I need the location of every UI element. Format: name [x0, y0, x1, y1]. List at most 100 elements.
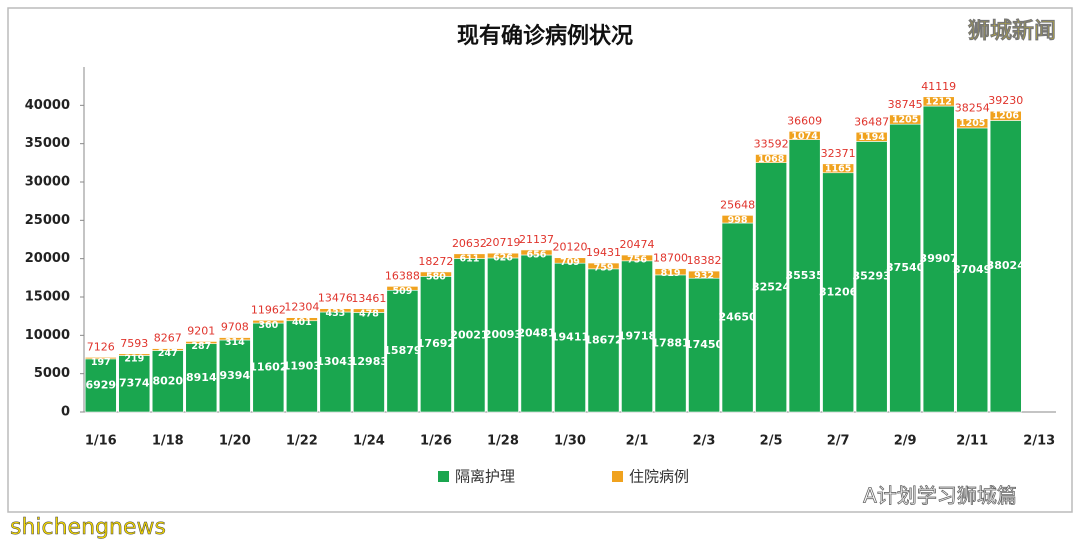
- value-label: 709: [560, 257, 580, 268]
- y-tick-label: 35000: [25, 136, 70, 151]
- bar-segment: [353, 312, 385, 413]
- bar-segment: [922, 105, 955, 413]
- bar-segment: [118, 355, 151, 413]
- bar-segment: [487, 257, 519, 413]
- value-label: 15879: [383, 344, 421, 357]
- total-label: 7126: [87, 340, 115, 353]
- x-tick-label: 2/7: [827, 434, 850, 449]
- bar-segment: [453, 253, 486, 259]
- value-label: 478: [359, 308, 379, 319]
- x-tick-label: 1/20: [219, 434, 251, 449]
- x-tick-label: 1/28: [487, 434, 519, 449]
- bar-segment: [487, 252, 519, 259]
- value-label: 1194: [858, 132, 885, 143]
- x-tick-label: 1/26: [420, 434, 452, 449]
- bar-segment: [185, 341, 218, 344]
- x-tick-label: 2/1: [626, 434, 649, 449]
- total-label: 38745: [888, 98, 923, 111]
- value-label: 31206: [819, 285, 858, 298]
- value-label: 11903: [283, 359, 321, 372]
- bar-segment: [386, 286, 419, 291]
- bar-segment: [822, 163, 855, 174]
- bar-segment: [118, 353, 151, 356]
- value-label: 37540: [886, 261, 925, 274]
- total-label: 20474: [620, 238, 655, 251]
- value-label: 18672: [584, 333, 622, 346]
- x-tick-label: 1/18: [152, 434, 184, 449]
- bar-segment: [688, 270, 720, 279]
- value-label: 580: [426, 271, 446, 282]
- total-label: 36487: [854, 115, 889, 128]
- bar-segment: [621, 260, 653, 413]
- x-tick-label: 2/11: [956, 434, 988, 449]
- value-label: 17450: [685, 338, 724, 351]
- total-label: 9201: [187, 324, 215, 337]
- total-label: 39230: [988, 94, 1023, 107]
- total-label: 9708: [221, 321, 249, 334]
- x-tick-label: 2/9: [894, 434, 917, 449]
- bar-segment: [386, 289, 419, 413]
- x-tick-label: 2/3: [693, 434, 716, 449]
- bar-segment: [755, 154, 787, 163]
- y-tick-label: 5000: [34, 366, 70, 381]
- total-label: 25648: [720, 198, 755, 211]
- total-label: 38254: [955, 102, 990, 115]
- bar-segment: [956, 127, 989, 413]
- x-tick-label: 2/5: [760, 434, 783, 449]
- value-label: 39907: [920, 252, 958, 265]
- value-label: 401: [292, 317, 312, 328]
- value-label: 197: [91, 357, 111, 368]
- total-label: 18272: [418, 255, 453, 268]
- legend-swatch: [612, 471, 623, 482]
- value-label: 219: [124, 353, 144, 364]
- legend-label: 隔离护理: [455, 468, 515, 486]
- bar-segment: [889, 123, 922, 413]
- value-label: 13043: [316, 355, 354, 368]
- value-label: 20093: [484, 328, 522, 341]
- value-label: 6929: [85, 378, 116, 391]
- value-label: 37049: [953, 263, 991, 276]
- value-label: 314: [225, 337, 245, 348]
- bar-segment: [420, 271, 452, 277]
- value-label: 35535: [785, 269, 823, 282]
- bar-segment: [822, 172, 855, 413]
- total-label: 20632: [452, 237, 487, 250]
- watermark: A计划学习狮城篇: [863, 484, 1017, 508]
- y-tick-label: 15000: [25, 290, 70, 305]
- total-label: 18382: [687, 254, 722, 267]
- x-tick-label: 2/13: [1023, 434, 1055, 449]
- total-label: 20719: [485, 236, 520, 249]
- bar-segment: [285, 317, 318, 322]
- total-label: 33592: [754, 137, 789, 150]
- bar-segment: [554, 257, 586, 264]
- total-label: 13476: [318, 292, 353, 305]
- value-label: 8020: [152, 374, 183, 387]
- bar-segment: [855, 131, 888, 142]
- value-label: 11602: [249, 361, 287, 374]
- total-label: 19431: [586, 246, 621, 259]
- bar-segment: [654, 274, 687, 413]
- watermark: 狮城新闻: [968, 18, 1056, 44]
- bar-segment: [185, 343, 218, 413]
- total-label: 20120: [553, 241, 588, 254]
- total-label: 11962: [251, 303, 286, 316]
- value-label: 19718: [618, 329, 656, 342]
- bar-segment: [889, 114, 922, 125]
- value-label: 1206: [992, 111, 1019, 122]
- total-label: 7593: [120, 337, 148, 350]
- bar-segment: [84, 358, 117, 413]
- bar-segment: [721, 222, 754, 413]
- value-label: 756: [627, 255, 647, 266]
- bar-segment: [989, 120, 1022, 413]
- bar-segment: [252, 322, 285, 413]
- bar-segment: [755, 162, 787, 413]
- x-tick-label: 1/30: [554, 434, 586, 449]
- value-label: 17881: [651, 336, 689, 349]
- total-label: 21137: [519, 233, 554, 246]
- total-label: 8267: [154, 332, 182, 345]
- bar-segment: [420, 276, 452, 413]
- y-tick-label: 30000: [25, 175, 70, 190]
- value-label: 12983: [350, 355, 388, 368]
- value-label: 759: [594, 263, 614, 274]
